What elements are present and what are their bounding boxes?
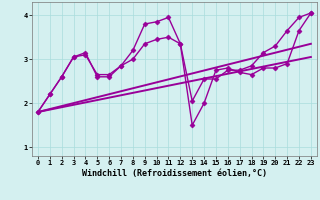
X-axis label: Windchill (Refroidissement éolien,°C): Windchill (Refroidissement éolien,°C) [82,169,267,178]
